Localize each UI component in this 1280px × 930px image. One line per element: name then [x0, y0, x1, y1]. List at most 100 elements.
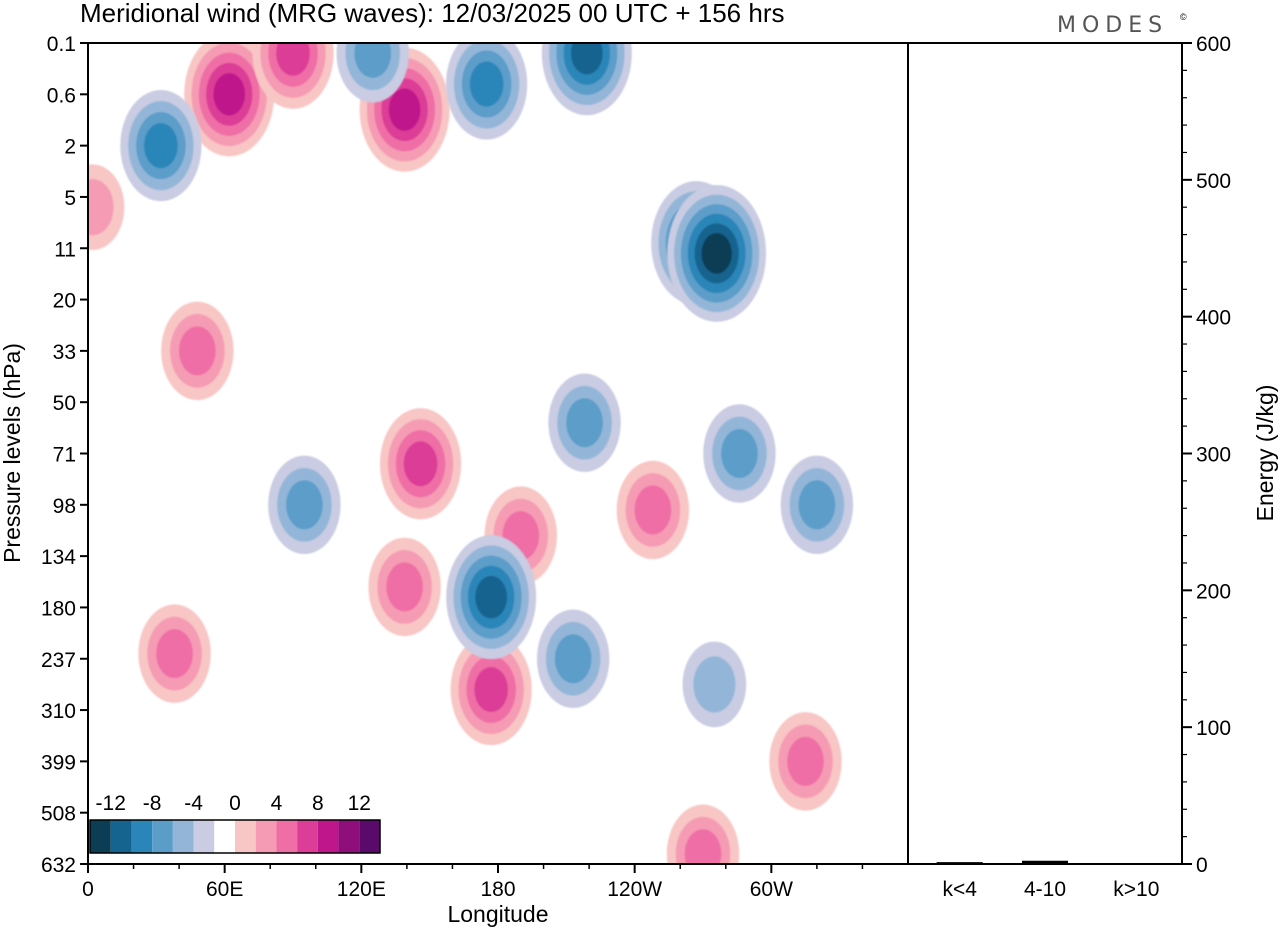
energy-category-label: k>10	[1113, 878, 1159, 901]
contour-level	[634, 485, 672, 535]
energy-tick-label: 500	[1196, 170, 1231, 193]
contour-feature	[666, 804, 740, 864]
colorbar-swatch	[235, 820, 256, 853]
contour-feature	[536, 609, 610, 708]
contour-level	[721, 428, 758, 479]
brand-logo: MODES ©	[1057, 12, 1187, 38]
colorbar-swatch	[90, 820, 111, 853]
y-tick-label: 180	[41, 597, 76, 620]
y-tick-label: 2	[64, 136, 76, 159]
x-tick-label: 180	[480, 878, 515, 901]
contour-level	[554, 634, 592, 684]
contour-level	[386, 562, 423, 612]
colorbar-label: 0	[229, 792, 241, 815]
contour-feature	[184, 43, 275, 157]
colorbar-swatch	[255, 820, 277, 853]
energy-category-label: k<4	[942, 878, 977, 901]
contour-level	[144, 123, 178, 169]
chart-title: Meridional wind (MRG waves): 12/03/2025 …	[80, 0, 785, 28]
colorbar-swatch	[214, 820, 235, 853]
energy-tick-label: 200	[1196, 580, 1231, 603]
contour-feature	[446, 43, 528, 140]
x-tick-label: 60E	[206, 878, 243, 901]
energy-axis-label: Energy (J/kg)	[1252, 385, 1278, 522]
x-tick-label: 120W	[607, 878, 662, 901]
colorbar-label: 4	[271, 792, 283, 815]
contour-level	[469, 61, 504, 107]
contour-feature	[161, 301, 234, 401]
contour-level	[701, 232, 732, 274]
energy-tick-label: 100	[1196, 717, 1231, 740]
contour-feature	[667, 184, 767, 322]
contour-feature	[780, 455, 854, 555]
contour-level	[88, 179, 114, 236]
y-tick-label: 50	[53, 392, 76, 415]
x-tick-label: 0	[82, 878, 94, 901]
contour-level	[566, 398, 603, 448]
colorbar: -12 -8 -4 0 4 8 12	[89, 792, 381, 854]
contour-feature	[548, 373, 621, 472]
contour-feature	[368, 537, 441, 637]
svg-text:©: ©	[1180, 12, 1187, 22]
colorbar-swatch	[110, 820, 132, 853]
colorbar-swatch	[152, 820, 173, 853]
wind-contours	[88, 43, 854, 864]
y-tick-label: 399	[41, 751, 76, 774]
contour-feature	[138, 604, 211, 703]
x-axis-longitude: 0 60E 120E 180 120W 60W	[82, 864, 864, 901]
contour-feature	[769, 712, 842, 811]
contour-level	[474, 667, 509, 713]
contour-level	[156, 629, 193, 679]
contour-level	[213, 73, 246, 116]
colorbar-swatch	[338, 820, 360, 853]
colorbar-swatch	[131, 820, 153, 853]
contour-feature	[450, 633, 532, 746]
contour-level	[178, 326, 216, 376]
y-tick-label: 71	[53, 444, 76, 467]
contour-level	[570, 43, 603, 75]
contour-feature	[252, 43, 334, 109]
svg-text:MODES: MODES	[1057, 13, 1168, 38]
y-tick-label: 11	[54, 238, 76, 261]
energy-tick-label: 0	[1196, 854, 1208, 877]
contour-feature	[120, 90, 202, 202]
x-tick-label: 60W	[750, 878, 793, 901]
colorbar-label: -4	[184, 792, 203, 815]
contour-feature	[88, 164, 125, 250]
energy-bar	[936, 862, 983, 864]
contour-level	[388, 88, 421, 131]
energy-tick-label: 600	[1196, 33, 1231, 56]
colorbar-swatch	[359, 820, 380, 853]
contour-level	[693, 656, 736, 713]
y-tick-label: 134	[41, 546, 76, 569]
colorbar-swatch	[297, 820, 318, 853]
contour-feature	[446, 535, 537, 660]
colorbar-swatch	[172, 820, 194, 853]
colorbar-swatch	[276, 820, 298, 853]
y-tick-label: 5	[64, 187, 76, 210]
contour-feature	[379, 408, 462, 520]
x-axis-label: Longitude	[447, 901, 548, 927]
contour-level	[354, 43, 392, 78]
colorbar-label: -8	[143, 792, 162, 815]
y-tick-label: 0.1	[47, 33, 76, 56]
y-tick-label: 33	[53, 341, 76, 364]
contour-level	[403, 441, 438, 487]
y-tick-label: 632	[41, 854, 76, 877]
contour-feature	[703, 404, 776, 503]
y-tick-label: 20	[53, 290, 76, 313]
energy-axis: 0 100 200 300 400 500 600	[1182, 33, 1231, 877]
y-tick-label: 237	[41, 649, 76, 672]
y-tick-label: 508	[41, 803, 76, 826]
contour-feature	[682, 641, 747, 728]
colorbar-swatch	[193, 820, 215, 853]
y-tick-label: 0.6	[47, 84, 76, 107]
energy-tick-label: 400	[1196, 307, 1231, 330]
colorbar-frame	[89, 819, 381, 854]
contour-level	[276, 43, 310, 76]
contour-level	[684, 829, 722, 864]
energy-panel-frame	[907, 42, 1183, 865]
contour-feature	[541, 43, 632, 116]
colorbar-swatch	[317, 820, 339, 853]
